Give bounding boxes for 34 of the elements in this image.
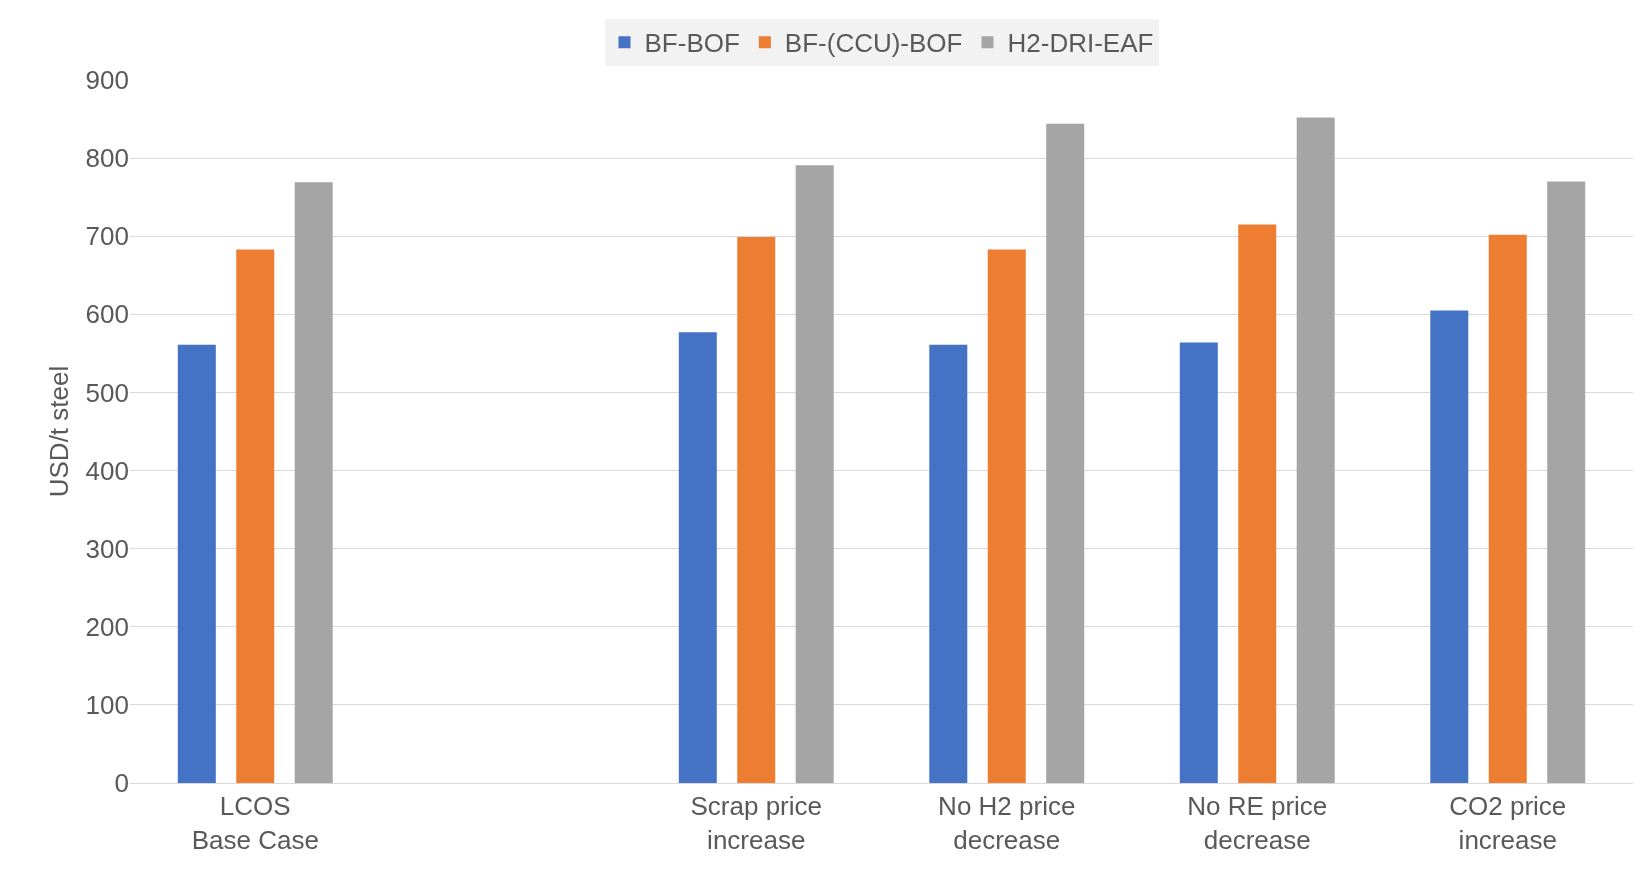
y-tick-label: 100	[85, 689, 129, 720]
y-tick-label: 0	[114, 768, 129, 799]
bar	[1179, 342, 1218, 783]
x-tick-label: Scrap price increase	[690, 791, 822, 855]
bar	[294, 182, 333, 783]
x-tick-label: CO2 price increase	[1449, 791, 1567, 855]
bar	[795, 165, 834, 783]
bar	[987, 249, 1026, 783]
legend-label: H2-DRI-EAF	[1007, 28, 1154, 59]
y-tick-label: 200	[85, 611, 129, 642]
y-tick-label: 800	[85, 143, 129, 174]
y-tick-label: 500	[85, 377, 129, 408]
y-tick-label: 900	[85, 65, 129, 96]
y-tick-label: 600	[85, 299, 129, 330]
legend-label: BF-BOF	[644, 28, 740, 59]
y-tick-label: 700	[85, 221, 129, 252]
y-tick-label: 300	[85, 533, 129, 564]
bar	[1296, 117, 1335, 783]
bar	[1238, 224, 1277, 783]
x-tick-label: No RE price decrease	[1187, 791, 1328, 855]
x-tick-label: LCOS Base Case	[191, 791, 319, 855]
legend-label: BF-(CCU)-BOF	[784, 28, 963, 59]
bar	[678, 332, 717, 783]
bar	[1547, 181, 1586, 783]
bar	[929, 344, 968, 783]
bar	[1046, 123, 1085, 783]
bar	[737, 237, 776, 783]
x-tick-label: No H2 price decrease	[938, 791, 1076, 855]
y-axis-title: USD/t steel	[44, 365, 74, 498]
bar	[1488, 234, 1527, 783]
bar	[177, 344, 216, 783]
bar	[236, 249, 275, 783]
y-tick-label: 400	[85, 455, 129, 486]
bar	[1430, 310, 1469, 783]
